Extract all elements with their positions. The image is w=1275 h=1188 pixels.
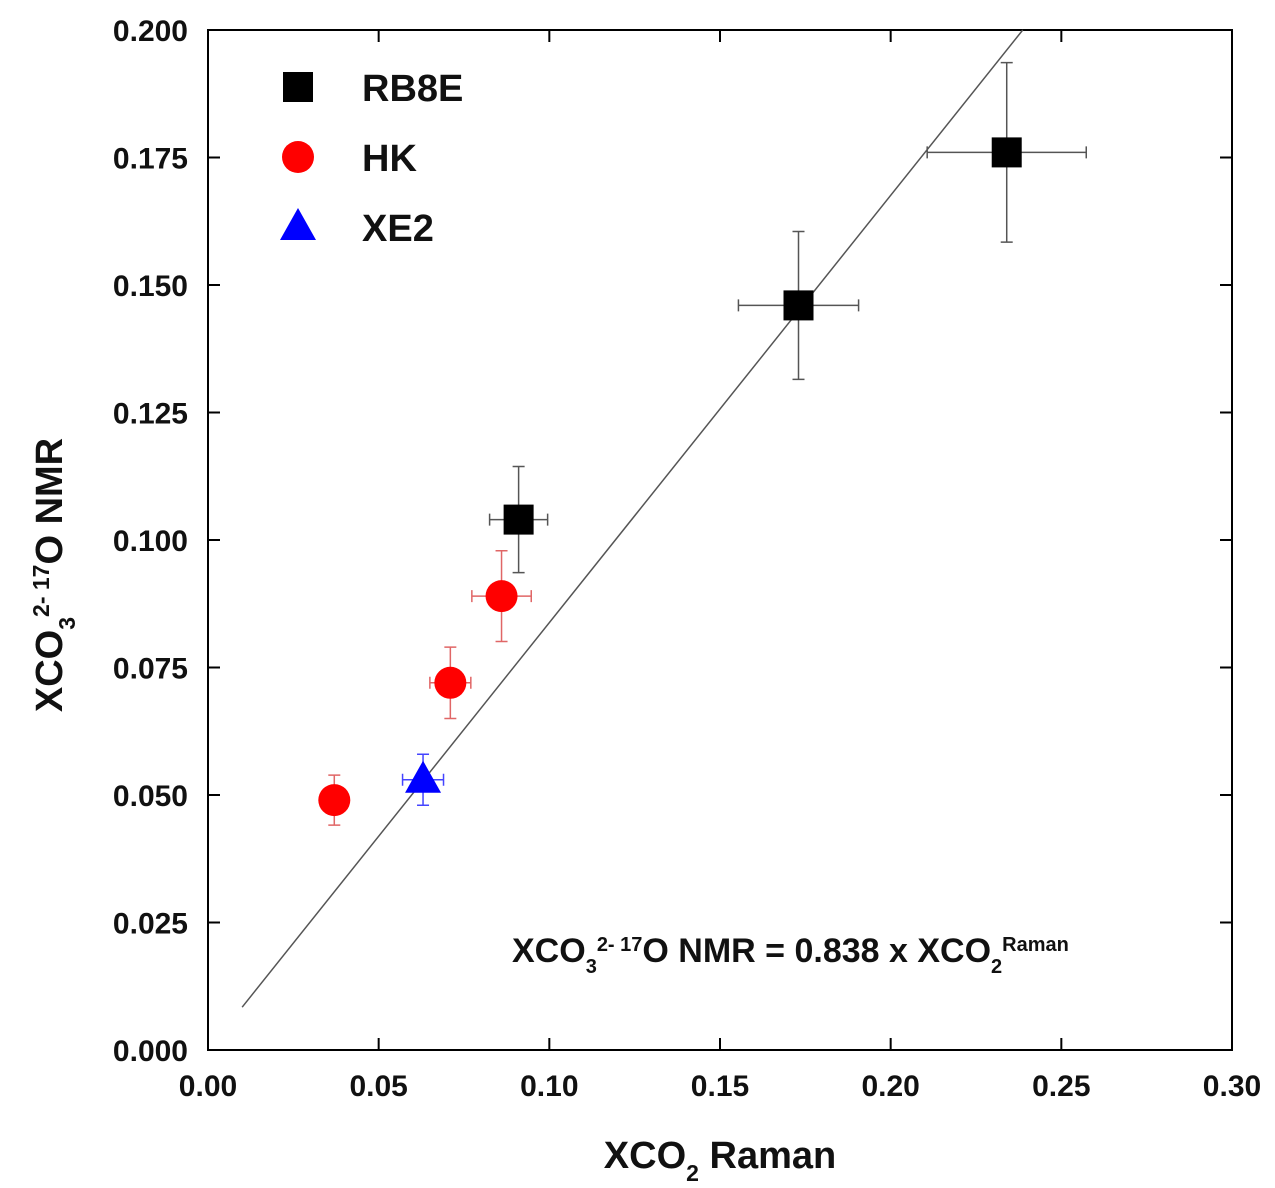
- legend-marker: [280, 208, 316, 240]
- x-tick-label: 0.05: [349, 1070, 407, 1103]
- y-tick-label: 0.200: [113, 15, 188, 48]
- y-tick-label: 0.075: [113, 653, 188, 686]
- legend-marker: [282, 141, 314, 173]
- marker: [434, 666, 467, 699]
- x-axis-label-part: XCO: [604, 1135, 686, 1177]
- y-tick-label: 0.050: [113, 780, 188, 813]
- marker: [783, 290, 814, 321]
- marker: [318, 784, 351, 817]
- y-axis-label-part: 3: [54, 617, 80, 630]
- annotation-part: O NMR = 0.838 x XCO: [642, 932, 991, 970]
- y-tick-label: 0.150: [113, 270, 188, 303]
- marker: [991, 137, 1022, 168]
- marker: [405, 760, 442, 793]
- x-tick-label: 0.30: [1203, 1070, 1261, 1103]
- legend-label: RB8E: [362, 68, 463, 110]
- plot-frame: [207, 29, 1233, 1051]
- y-axis-label: XCO32- 17O NMR: [28, 438, 80, 712]
- marker: [503, 504, 534, 535]
- y-axis-label-part: O NMR: [29, 438, 71, 565]
- annotation-part: 2- 17: [597, 934, 643, 956]
- annotation: XCO32- 17O NMR = 0.838 x XCO2Raman: [512, 932, 1069, 978]
- x-axis-label-part: 2: [686, 1160, 699, 1186]
- legend-label: XE2: [362, 208, 434, 250]
- y-tick-label: 0.000: [113, 1035, 188, 1068]
- y-axis-label-part: 2- 17: [28, 565, 54, 617]
- x-tick-label: 0.20: [861, 1070, 919, 1103]
- y-axis-label-part: XCO: [29, 630, 71, 712]
- y-tick-label: 0.125: [113, 398, 188, 431]
- annotation-part: XCO: [512, 932, 586, 970]
- x-axis-label: XCO2 Raman: [604, 1135, 836, 1186]
- annotation-part: 3: [586, 956, 597, 978]
- marker: [485, 580, 518, 613]
- x-tick-label: 0.15: [691, 1070, 749, 1103]
- fit-line: [241, 29, 1024, 1008]
- x-tick-label: 0.00: [179, 1070, 237, 1103]
- legend-label: HK: [362, 138, 417, 180]
- y-tick-label: 0.025: [113, 908, 188, 941]
- y-tick-label: 0.100: [113, 525, 188, 558]
- x-axis-label-part: Raman: [699, 1135, 836, 1177]
- legend-marker: [283, 72, 313, 102]
- x-tick-label: 0.10: [520, 1070, 578, 1103]
- x-tick-label: 0.25: [1032, 1070, 1090, 1103]
- y-tick-label: 0.175: [113, 143, 188, 176]
- annotation-part: Raman: [1002, 934, 1069, 956]
- annotation-part: 2: [991, 956, 1002, 978]
